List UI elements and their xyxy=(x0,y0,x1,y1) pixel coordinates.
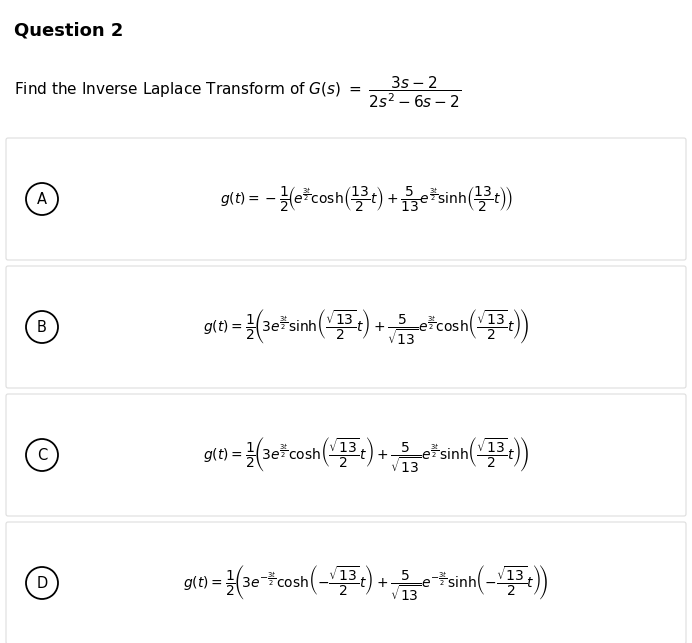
Text: A: A xyxy=(37,192,47,206)
Circle shape xyxy=(26,439,58,471)
Text: B: B xyxy=(37,320,47,334)
Circle shape xyxy=(26,183,58,215)
Text: $g\left(t\right) = -\dfrac{1}{2}\!\left(\!e^{\frac{3t}{2}}\cosh\!\left(\dfrac{13: $g\left(t\right) = -\dfrac{1}{2}\!\left(… xyxy=(219,185,512,213)
FancyBboxPatch shape xyxy=(6,138,686,260)
Text: $g\left(t\right) = \dfrac{1}{2}\!\left(\!3e^{\frac{3t}{2}}\cosh\!\left(\dfrac{\s: $g\left(t\right) = \dfrac{1}{2}\!\left(\… xyxy=(203,435,529,475)
Text: $g\left(t\right) = \dfrac{1}{2}\!\left(\!3e^{\frac{3t}{2}}\sinh\!\left(\dfrac{\s: $g\left(t\right) = \dfrac{1}{2}\!\left(\… xyxy=(203,307,529,347)
FancyBboxPatch shape xyxy=(6,522,686,643)
Text: D: D xyxy=(37,575,48,590)
FancyBboxPatch shape xyxy=(6,394,686,516)
Text: C: C xyxy=(37,448,47,462)
Circle shape xyxy=(26,311,58,343)
FancyBboxPatch shape xyxy=(6,266,686,388)
Text: $g\left(t\right) = \dfrac{1}{2}\!\left(\!3e^{-\frac{3t}{2}}\cosh\!\left(-\dfrac{: $g\left(t\right) = \dfrac{1}{2}\!\left(\… xyxy=(183,563,549,602)
Text: Question 2: Question 2 xyxy=(14,22,123,40)
Text: Find the Inverse Laplace Transform of $G\left(s\right)\ =\ \dfrac{3s-2}{2s^2-6s-: Find the Inverse Laplace Transform of $G… xyxy=(14,75,462,111)
Circle shape xyxy=(26,567,58,599)
